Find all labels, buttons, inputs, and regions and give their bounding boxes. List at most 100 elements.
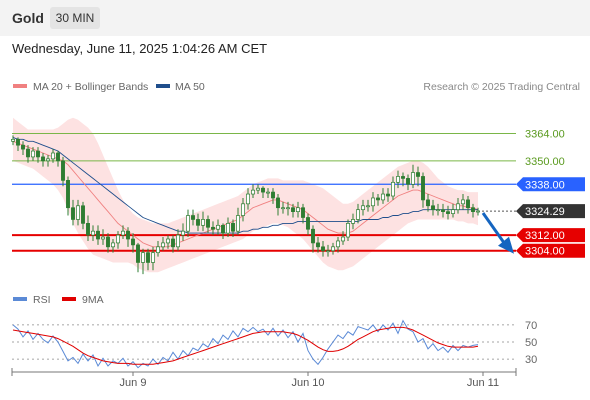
candle-body (421, 176, 425, 201)
candle-body (386, 193, 390, 197)
candle-body (126, 230, 130, 240)
legend-rsi-swatch (13, 297, 27, 301)
candle-body (296, 207, 300, 212)
rsi-panel: 70 50 30 (12, 319, 537, 369)
candle-body (151, 252, 155, 263)
candle-body (56, 152, 60, 162)
pivot-level-tag (516, 177, 585, 192)
candle-body (276, 197, 280, 209)
ma20-line (12, 140, 479, 248)
support-level-label: 3304.00 (525, 246, 565, 258)
candle-body (286, 207, 290, 210)
candle-body (136, 244, 140, 263)
candle-body (116, 234, 120, 244)
rsi-line (12, 319, 479, 369)
candle-body (176, 234, 180, 248)
legend-ma50-label: MA 50 (175, 81, 205, 93)
pivot-level-label: 3338.00 (525, 179, 565, 191)
candle-body (436, 209, 440, 212)
candle-body (326, 250, 330, 253)
price-panel: 3364.00 3350.00 3338.00 3324.29 3312.00 3304.… (11, 117, 585, 275)
candle-body (456, 203, 460, 211)
legend-ma20-swatch (13, 84, 27, 88)
candle-body (351, 219, 355, 224)
candle-body (106, 236, 110, 248)
last-price-tag (516, 204, 585, 219)
candle-body (251, 189, 255, 195)
rsi-tick-label: 50 (525, 337, 537, 349)
candle-body (166, 238, 170, 244)
candle-body (246, 193, 250, 205)
candle-body (191, 215, 195, 220)
support-level-label: 3312.00 (525, 230, 565, 242)
candle-body (71, 207, 75, 220)
candle-body (266, 191, 270, 194)
candle-body (61, 160, 65, 181)
candle-body (161, 242, 165, 248)
candle-body (391, 181, 395, 197)
candle-body (96, 230, 100, 240)
candle-body (211, 226, 215, 230)
legend-rsi-ma-swatch (62, 297, 76, 301)
candle-body (256, 187, 260, 191)
candle-body (51, 152, 55, 160)
candle-body (141, 252, 145, 263)
candle-body (446, 211, 450, 214)
candle-body (206, 219, 210, 228)
candle-body (241, 203, 245, 216)
candle-body (231, 223, 235, 232)
candle-body (196, 219, 200, 226)
candle-body (101, 236, 105, 240)
candle-body (356, 209, 360, 220)
candle-body (181, 230, 185, 236)
candle-body (331, 246, 335, 252)
candle-body (26, 148, 30, 158)
instrument-title: Gold (12, 10, 44, 26)
support-level-tag (516, 243, 585, 258)
candle-body (441, 209, 445, 212)
time-axis-label: Jun 11 (467, 377, 499, 389)
candle-body (466, 199, 470, 209)
rsi-ma-line (12, 326, 479, 365)
support-level-tag (516, 228, 585, 243)
candle-body (471, 207, 475, 212)
time-axis: Jun 9 Jun 10 Jun 11 (11, 368, 517, 389)
candle-body (11, 138, 15, 142)
candle-body (261, 187, 265, 193)
candle-body (271, 191, 275, 199)
candle-body (316, 242, 320, 248)
candle-body (86, 223, 90, 236)
candle-body (46, 158, 50, 162)
candle-body (146, 252, 150, 263)
candle-body (281, 207, 285, 210)
candle-body (111, 242, 115, 248)
candle-body (291, 207, 295, 212)
last-price-label: 3324.29 (525, 206, 565, 218)
candle-body (396, 176, 400, 183)
candle-body (76, 205, 80, 220)
candle-body (221, 224, 225, 234)
candle-body (321, 246, 325, 252)
candle-body (156, 246, 160, 254)
candle-body (406, 178, 410, 185)
time-axis-label: Jun 10 (291, 377, 324, 389)
research-credit: Research © 2025 Trading Central (423, 81, 580, 93)
timestamp-label: Wednesday, June 11, 2025 1:04:26 AM CET (12, 41, 268, 56)
candle-body (21, 144, 25, 150)
candle-body (81, 205, 85, 224)
candle-body (361, 205, 365, 211)
timeframe-button[interactable]: 30 MIN (50, 7, 100, 29)
candle-body (376, 197, 380, 201)
rsi-tick-label: 30 (525, 354, 537, 366)
candle-body (36, 150, 40, 158)
candle-body (416, 172, 420, 177)
candle-body (226, 223, 230, 234)
candle-body (236, 215, 240, 232)
ma50-line (12, 136, 478, 234)
forecast-arrow-head (498, 236, 514, 254)
candle-body (216, 224, 220, 230)
candle-body (131, 238, 135, 246)
candle-body (341, 236, 345, 242)
